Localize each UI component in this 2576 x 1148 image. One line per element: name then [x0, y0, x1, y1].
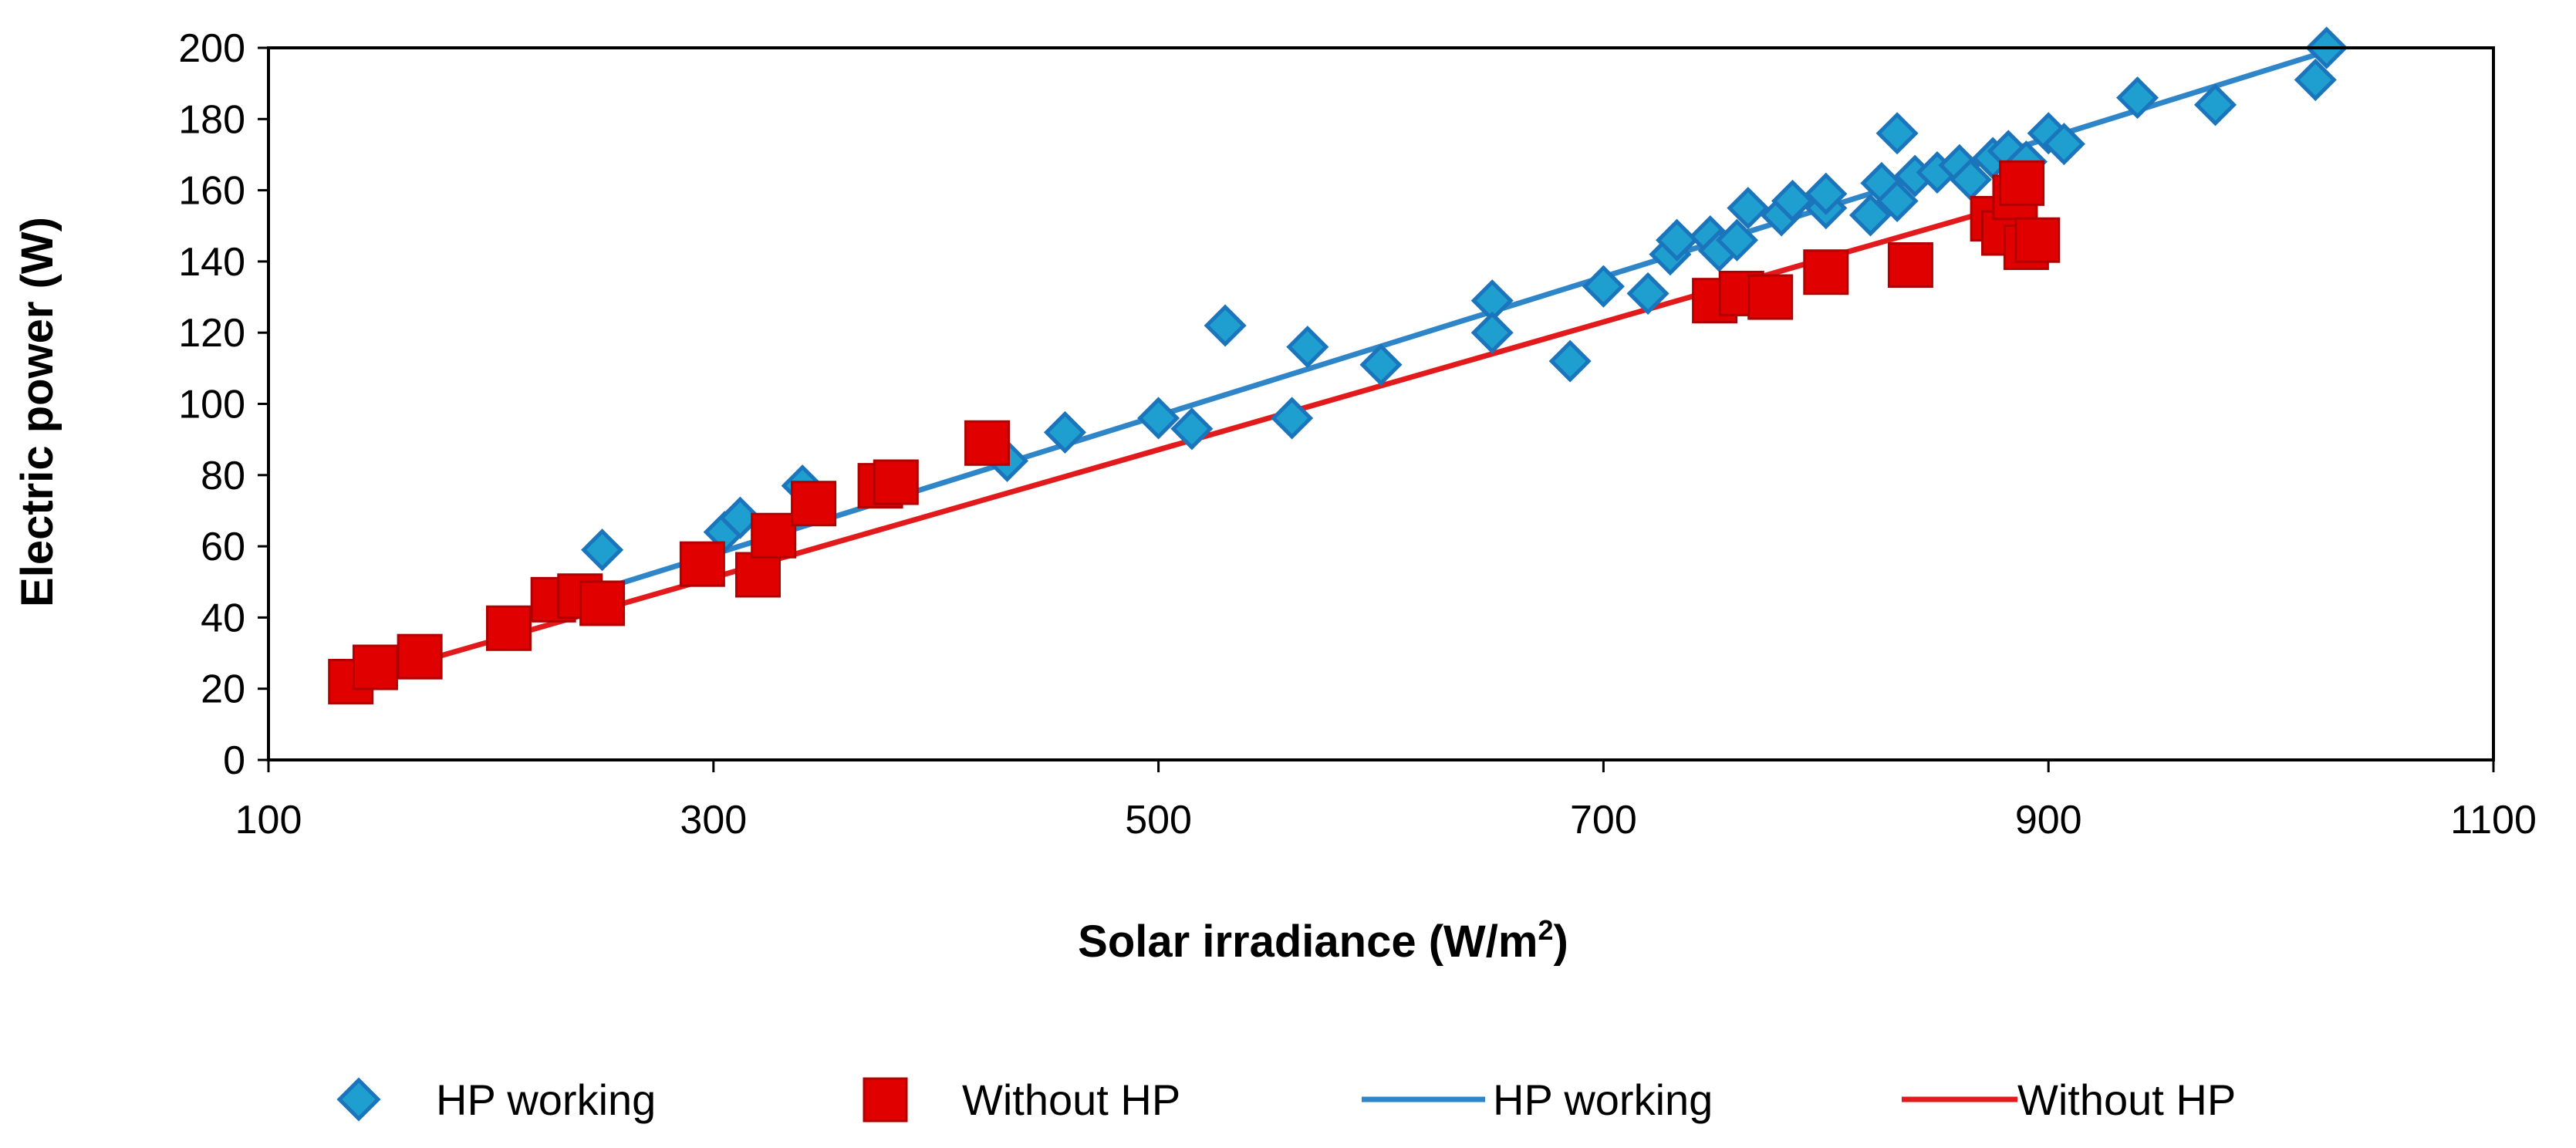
hp-working-point: [2294, 58, 2337, 102]
x-axis-title-superscript: 2: [1538, 914, 1553, 946]
hp-working-point: [1204, 304, 1247, 347]
hp-working-point: [1359, 343, 1403, 387]
legend-marker-hp-working: [336, 1077, 381, 1122]
without-hp-point: [1999, 160, 2045, 206]
without-hp-point: [1747, 274, 1794, 320]
legend-label-hp-working: HP working: [436, 1075, 656, 1124]
hp-working-point: [1043, 410, 1087, 454]
hp-working-point: [1727, 187, 1770, 230]
y-tick-label: 40: [201, 596, 245, 640]
x-tick-label: 1100: [2450, 798, 2537, 842]
legend-label-without-hp-line: Without HP: [2017, 1075, 2236, 1124]
without-hp-point: [579, 580, 626, 626]
without-hp-point: [1803, 249, 1849, 295]
hp-working-point: [1656, 218, 1699, 262]
legend-label-hp-working-line: HP working: [1493, 1075, 1713, 1124]
without-hp-point: [352, 644, 398, 690]
hp-working-point: [1805, 172, 1848, 215]
y-tick-label: 180: [178, 97, 245, 142]
without-hp-point: [751, 512, 797, 559]
y-tick-label: 160: [178, 169, 245, 214]
plot-border: [267, 46, 2495, 761]
hp-working-point: [1626, 272, 1670, 315]
hp-working-point: [1170, 407, 1214, 451]
hp-working-point: [581, 528, 624, 572]
legend-label-without-hp: Without HP: [962, 1075, 1180, 1124]
y-tick-label: 100: [178, 383, 245, 427]
x-axis-title-suffix: ): [1554, 917, 1568, 967]
without-hp-point: [791, 481, 837, 527]
x-axis-title: Solar irradiance (W/m2): [1078, 914, 1568, 967]
hp-working-point: [718, 496, 761, 539]
hp-working-point: [1875, 179, 1919, 222]
x-tick-label: 500: [1125, 798, 1192, 842]
hp-working-point: [1137, 397, 1180, 440]
without-hp-point: [734, 552, 781, 598]
x-tick-label: 100: [235, 798, 302, 842]
y-tick-label: 120: [178, 311, 245, 356]
legend-marker-without-hp: [863, 1077, 908, 1123]
hp-working-point: [2193, 83, 2237, 127]
axes: [258, 46, 2495, 772]
y-tick-label: 200: [178, 26, 245, 71]
without-hp-point: [2014, 217, 2061, 263]
x-axis-title-text: Solar irradiance (W/m: [1078, 917, 1538, 967]
x-tick-label: 300: [680, 798, 747, 842]
hp-working-point: [1582, 265, 1625, 308]
y-tick-label: 80: [201, 454, 245, 498]
tick-labels: 0 20 40 60 80 100 120 140 160 180 200 100 300 500 700 9…: [178, 26, 2537, 842]
data-markers: [328, 26, 2348, 704]
hp-working-point: [1848, 194, 1892, 237]
y-tick-label: 140: [178, 240, 245, 285]
without-hp-point: [873, 459, 919, 505]
x-tick-label: 900: [2015, 798, 2082, 842]
hp-working-point: [2042, 123, 2085, 166]
y-tick-label: 20: [201, 667, 245, 712]
without-hp-point: [1887, 242, 1933, 289]
without-hp-point: [679, 541, 725, 587]
without-hp-point: [485, 605, 532, 651]
hp-working-point: [1548, 339, 1592, 383]
x-tick-label: 700: [1570, 798, 1637, 842]
hp-working-point: [1271, 397, 1314, 440]
y-tick-label: 0: [223, 738, 245, 783]
hp-working-point: [1286, 326, 1329, 369]
y-axis-title: Electric power (W): [12, 217, 62, 607]
hp-working-point: [1771, 179, 1815, 222]
without-hp-point: [964, 420, 1011, 466]
hp-working-point: [1715, 218, 1758, 262]
legend: HP working Without HP HP working Without…: [336, 1075, 2236, 1124]
hp-working-point: [2116, 76, 2159, 120]
hp-working-point: [1875, 112, 1919, 155]
hp-working-point: [1470, 311, 1514, 354]
y-tick-label: 60: [201, 525, 245, 569]
without-hp-point: [397, 633, 443, 680]
